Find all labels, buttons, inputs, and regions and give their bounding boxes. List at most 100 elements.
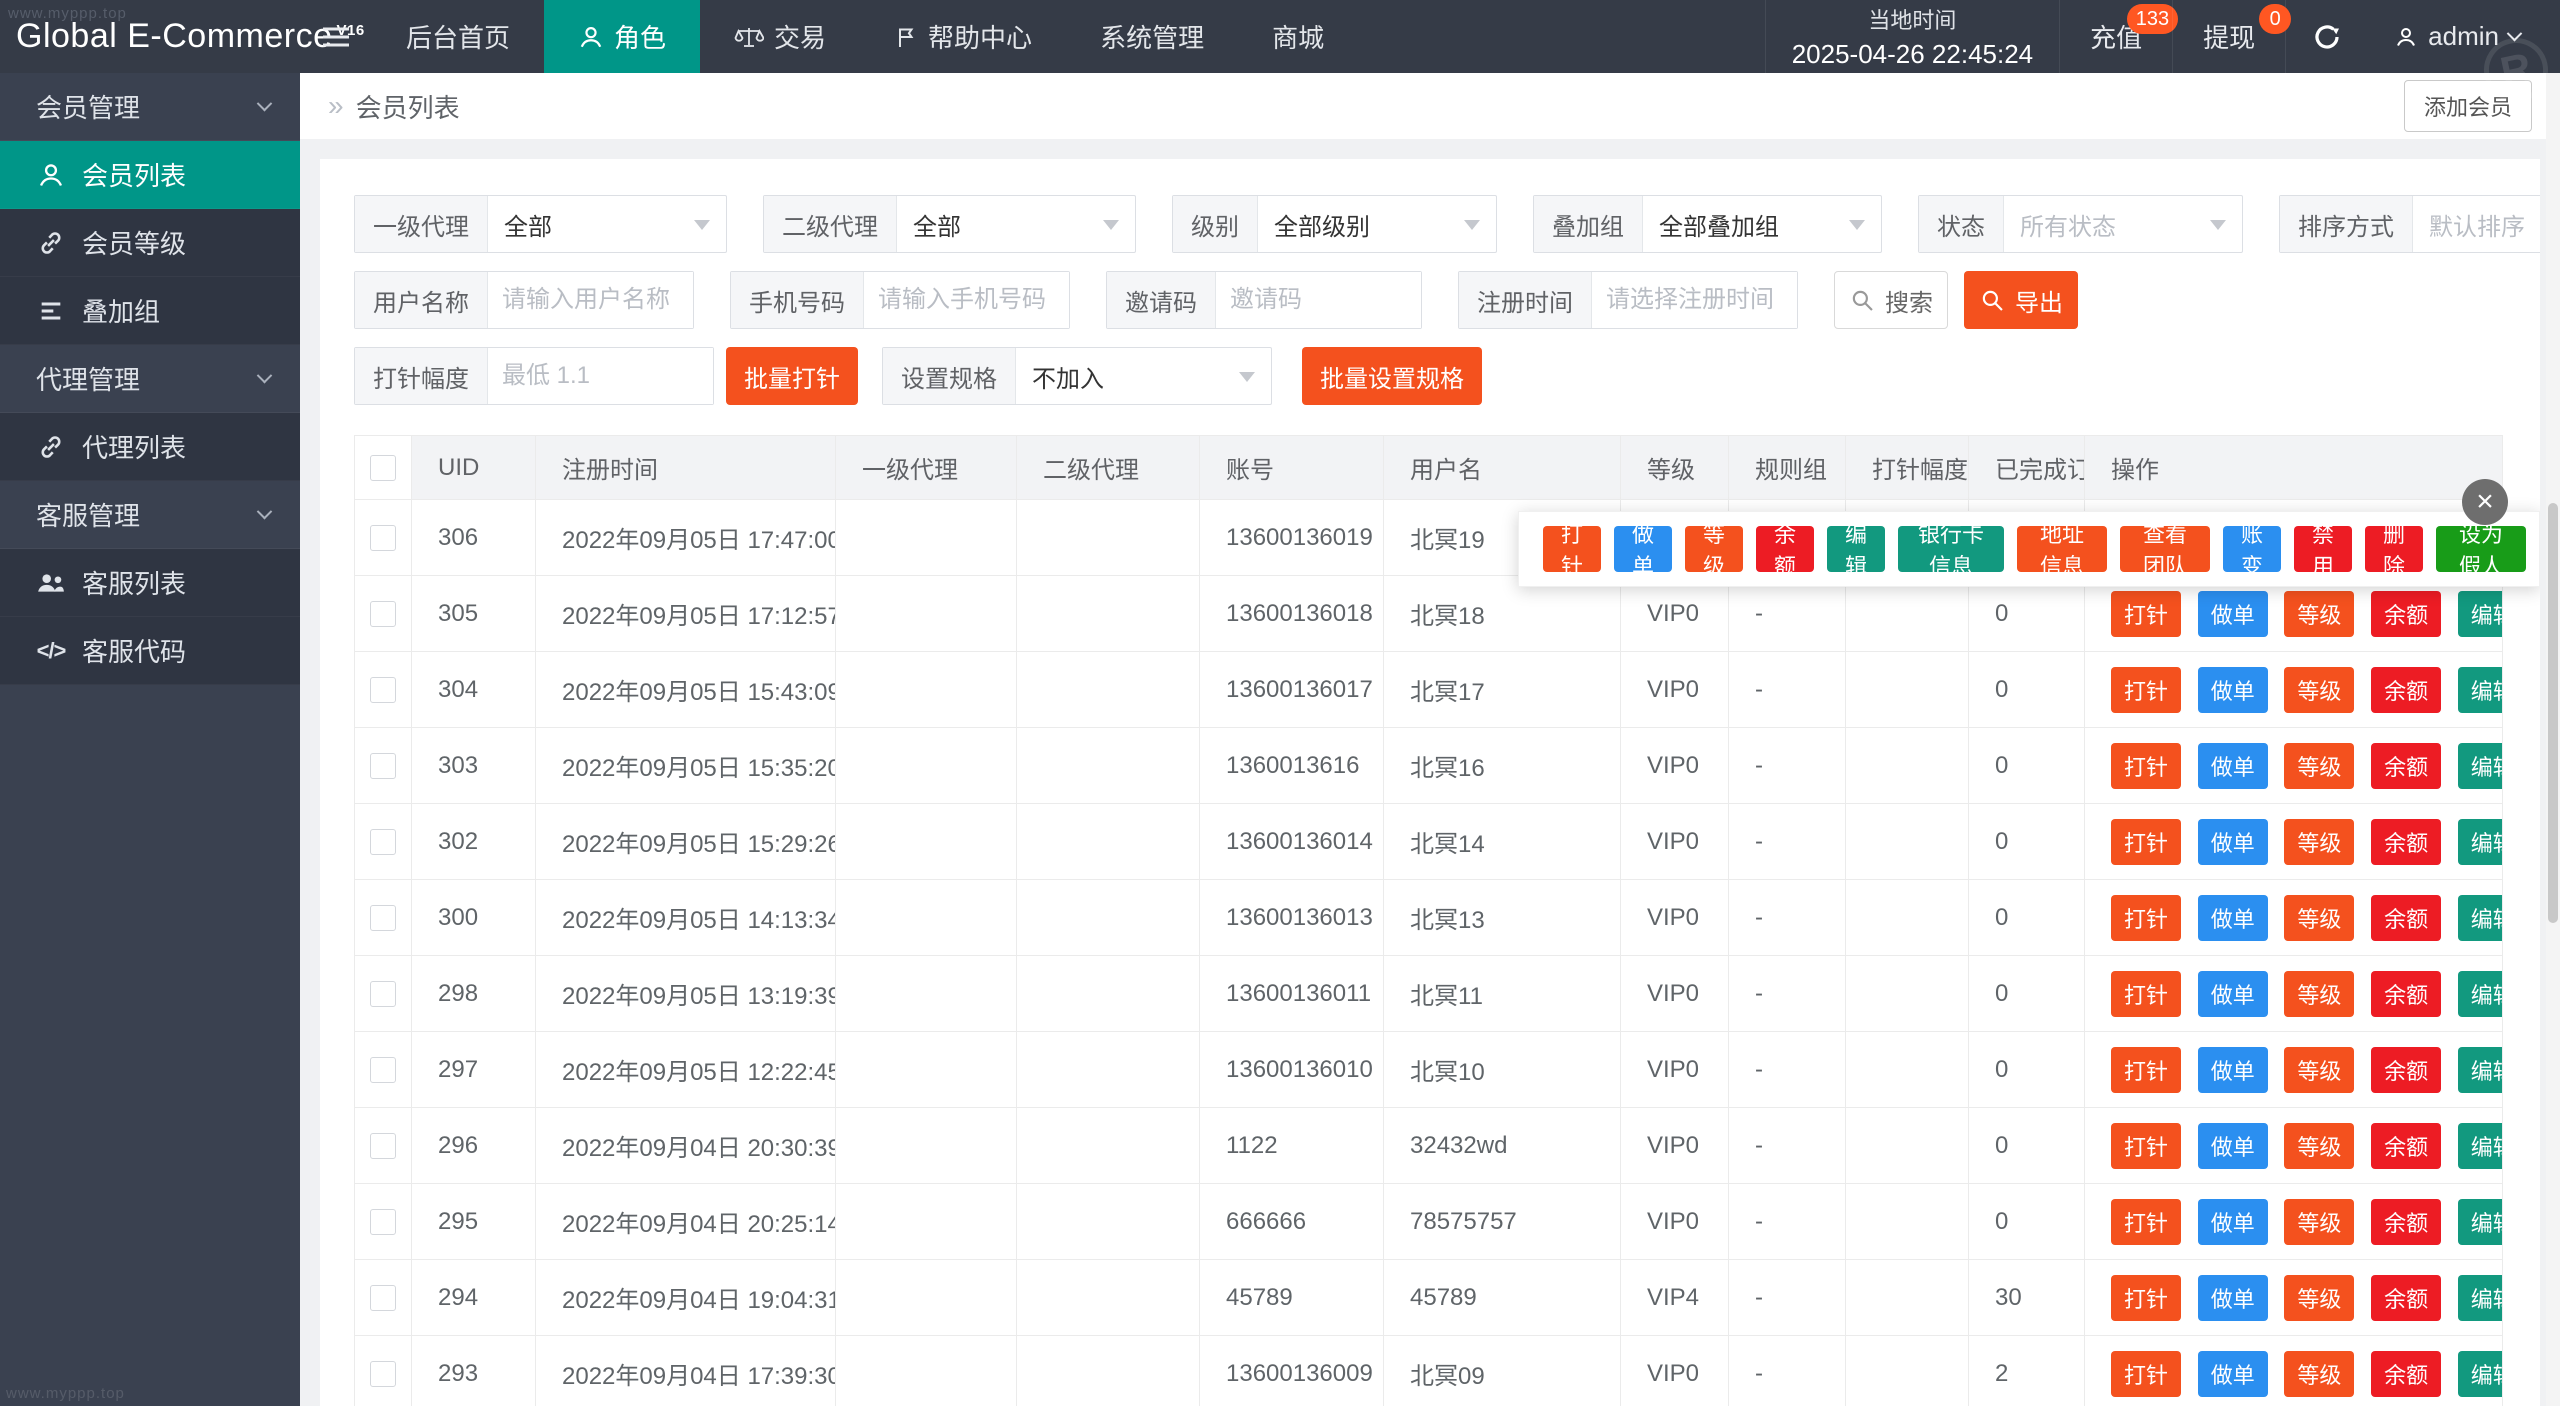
nav-item-help[interactable]: 帮助中心 bbox=[860, 0, 1066, 73]
balance-button[interactable]: 余额 bbox=[2371, 1350, 2442, 1397]
popup-action-button[interactable]: 等级 bbox=[1685, 522, 1743, 579]
inject-button[interactable]: 打针 bbox=[2111, 818, 2182, 865]
filter-text-input[interactable] bbox=[488, 272, 693, 328]
balance-button[interactable]: 余额 bbox=[2371, 1274, 2442, 1321]
make-order-button[interactable]: 做单 bbox=[2197, 970, 2268, 1017]
edit-button[interactable]: 编辑 bbox=[2457, 1122, 2502, 1169]
edit-button[interactable]: 编辑 bbox=[2457, 1350, 2502, 1397]
level-button[interactable]: 等级 bbox=[2284, 1046, 2355, 1093]
sidebar-item-member-level[interactable]: 会员等级 bbox=[0, 209, 300, 277]
popup-action-button[interactable]: 设为假人 bbox=[2435, 522, 2526, 579]
recharge-button[interactable]: 充值 133 bbox=[2059, 0, 2179, 73]
row-checkbox[interactable] bbox=[370, 753, 396, 780]
edit-button[interactable]: 编辑 bbox=[2457, 970, 2502, 1017]
inject-button[interactable]: 打针 bbox=[2111, 1046, 2182, 1093]
nav-item-trade[interactable]: 交易 bbox=[700, 0, 860, 73]
refresh-button[interactable] bbox=[2285, 0, 2368, 73]
balance-button[interactable]: 余额 bbox=[2371, 666, 2442, 713]
filter-select-value[interactable]: 默认排序 bbox=[2429, 213, 2525, 241]
sidebar-item-member-list[interactable]: 会员列表 bbox=[0, 141, 300, 209]
edit-button[interactable]: 编辑 bbox=[2457, 666, 2502, 713]
level-button[interactable]: 等级 bbox=[2284, 590, 2355, 637]
row-checkbox[interactable] bbox=[370, 525, 396, 552]
filter-select-value[interactable]: 所有状态 bbox=[2004, 196, 2242, 252]
make-order-button[interactable]: 做单 bbox=[2197, 742, 2268, 789]
inject-button[interactable]: 打针 bbox=[2111, 666, 2182, 713]
level-button[interactable]: 等级 bbox=[2284, 970, 2355, 1017]
make-order-button[interactable]: 做单 bbox=[2197, 1046, 2268, 1093]
level-button[interactable]: 等级 bbox=[2284, 1122, 2355, 1169]
edit-button[interactable]: 编辑 bbox=[2457, 1046, 2502, 1093]
popup-action-button[interactable]: 地址信息 bbox=[2016, 522, 2107, 579]
filter-select-value[interactable]: 全部级别 bbox=[1258, 196, 1496, 252]
popup-action-button[interactable]: 查看团队 bbox=[2119, 522, 2210, 579]
edit-button[interactable]: 编辑 bbox=[2457, 1198, 2502, 1245]
edit-button[interactable]: 编辑 bbox=[2457, 818, 2502, 865]
scrollbar-thumb[interactable] bbox=[2548, 503, 2558, 923]
popup-action-button[interactable]: 余额 bbox=[1756, 522, 1814, 579]
search-button[interactable]: 搜索 bbox=[1834, 271, 1948, 329]
row-checkbox[interactable] bbox=[370, 1133, 396, 1160]
sidebar-item-agent-list[interactable]: 代理列表 bbox=[0, 413, 300, 481]
row-checkbox[interactable] bbox=[370, 905, 396, 932]
make-order-button[interactable]: 做单 bbox=[2197, 818, 2268, 865]
popup-action-button[interactable]: 账变 bbox=[2222, 522, 2281, 579]
balance-button[interactable]: 余额 bbox=[2371, 894, 2442, 941]
row-checkbox[interactable] bbox=[370, 1209, 396, 1236]
row-checkbox[interactable] bbox=[370, 1361, 396, 1388]
balance-button[interactable]: 余额 bbox=[2371, 742, 2442, 789]
popup-action-button[interactable]: 禁用 bbox=[2293, 522, 2352, 579]
add-member-button[interactable]: 添加会员 bbox=[2403, 80, 2532, 132]
admin-menu[interactable]: admin bbox=[2368, 0, 2560, 73]
nav-item-dashboard[interactable]: 后台首页 bbox=[372, 0, 544, 73]
export-button[interactable]: 导出 bbox=[1964, 271, 2078, 329]
popup-action-button[interactable]: 删除 bbox=[2364, 522, 2423, 579]
make-order-button[interactable]: 做单 bbox=[2197, 1350, 2268, 1397]
sidebar-item-stack-group[interactable]: 叠加组 bbox=[0, 277, 300, 345]
nav-item-mall[interactable]: 商城 bbox=[1238, 0, 1358, 73]
edit-button[interactable]: 编辑 bbox=[2457, 742, 2502, 789]
level-button[interactable]: 等级 bbox=[2284, 666, 2355, 713]
inject-button[interactable]: 打针 bbox=[2111, 742, 2182, 789]
inject-button[interactable]: 打针 bbox=[2111, 1274, 2182, 1321]
withdraw-button[interactable]: 提现 0 bbox=[2172, 0, 2292, 73]
make-order-button[interactable]: 做单 bbox=[2197, 1122, 2268, 1169]
inject-button[interactable]: 打针 bbox=[2111, 1198, 2182, 1245]
edit-button[interactable]: 编辑 bbox=[2457, 590, 2502, 637]
inject-button[interactable]: 打针 bbox=[2111, 1122, 2182, 1169]
row-checkbox[interactable] bbox=[370, 829, 396, 856]
row-checkbox[interactable] bbox=[370, 1285, 396, 1312]
make-order-button[interactable]: 做单 bbox=[2197, 666, 2268, 713]
filter-select-value[interactable]: 全部 bbox=[488, 196, 726, 252]
edit-button[interactable]: 编辑 bbox=[2457, 1274, 2502, 1321]
edit-button[interactable]: 编辑 bbox=[2457, 894, 2502, 941]
balance-button[interactable]: 余额 bbox=[2371, 1198, 2442, 1245]
inject-button[interactable]: 打针 bbox=[2111, 894, 2182, 941]
sidebar-item-service-code[interactable]: </> 客服代码 bbox=[0, 617, 300, 685]
make-order-button[interactable]: 做单 bbox=[2197, 1198, 2268, 1245]
popup-action-button[interactable]: 银行卡信息 bbox=[1898, 522, 2004, 579]
level-button[interactable]: 等级 bbox=[2284, 1198, 2355, 1245]
row-checkbox[interactable] bbox=[370, 677, 396, 704]
menu-toggle-button[interactable] bbox=[300, 0, 372, 73]
filter-select-value[interactable]: 全部 bbox=[897, 196, 1135, 252]
spec-select-value[interactable]: 不加入 bbox=[1016, 348, 1271, 404]
make-order-button[interactable]: 做单 bbox=[2197, 894, 2268, 941]
level-button[interactable]: 等级 bbox=[2284, 742, 2355, 789]
balance-button[interactable]: 余额 bbox=[2371, 970, 2442, 1017]
filter-text-input[interactable] bbox=[864, 272, 1069, 328]
batch-spec-button[interactable]: 批量设置规格 bbox=[1302, 347, 1482, 405]
nav-item-roles[interactable]: 角色 bbox=[544, 0, 701, 73]
inject-button[interactable]: 打针 bbox=[2111, 970, 2182, 1017]
level-button[interactable]: 等级 bbox=[2284, 1274, 2355, 1321]
sidebar-group-service[interactable]: 客服管理 bbox=[0, 481, 300, 549]
make-order-button[interactable]: 做单 bbox=[2197, 590, 2268, 637]
level-button[interactable]: 等级 bbox=[2284, 818, 2355, 865]
make-order-button[interactable]: 做单 bbox=[2197, 1274, 2268, 1321]
sidebar-group-members[interactable]: 会员管理 bbox=[0, 73, 300, 141]
level-button[interactable]: 等级 bbox=[2284, 1350, 2355, 1397]
inject-range-input[interactable] bbox=[488, 348, 713, 404]
inject-button[interactable]: 打针 bbox=[2111, 1350, 2182, 1397]
select-all-checkbox[interactable] bbox=[370, 455, 396, 482]
sidebar-group-agents[interactable]: 代理管理 bbox=[0, 345, 300, 413]
